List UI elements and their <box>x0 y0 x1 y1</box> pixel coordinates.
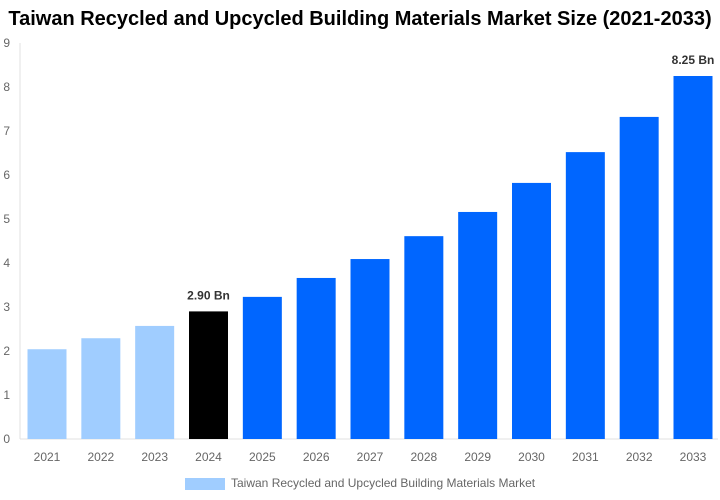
y-tick-label: 1 <box>3 388 10 402</box>
bar <box>189 311 228 439</box>
bar <box>81 338 121 439</box>
y-tick-label: 6 <box>3 168 10 182</box>
bar <box>619 116 659 440</box>
y-tick-label: 2 <box>3 344 10 358</box>
bar <box>296 277 336 439</box>
x-tick-label: 2027 <box>357 450 384 464</box>
bar <box>27 349 67 439</box>
x-tick-label: 2030 <box>518 450 545 464</box>
bar <box>350 259 390 439</box>
bar <box>458 211 498 439</box>
chart-title: Taiwan Recycled and Upcycled Building Ma… <box>8 8 712 30</box>
x-tick-label: 2026 <box>303 450 330 464</box>
y-tick-label: 0 <box>3 432 10 446</box>
x-tick-label: 2032 <box>626 450 653 464</box>
y-tick-label: 9 <box>3 36 10 50</box>
bar <box>242 296 282 439</box>
y-tick-label: 3 <box>3 300 10 314</box>
y-tick-label: 4 <box>3 256 10 270</box>
data-label: 2.90 Bn <box>187 288 230 302</box>
x-tick-label: 2023 <box>141 450 168 464</box>
legend-label: Taiwan Recycled and Upcycled Building Ma… <box>231 476 536 490</box>
x-tick-label: 2021 <box>34 450 61 464</box>
x-tick-label: 2033 <box>680 450 707 464</box>
y-tick-label: 8 <box>3 80 10 94</box>
y-tick-label: 5 <box>3 212 10 226</box>
x-tick-label: 2029 <box>464 450 491 464</box>
x-tick-label: 2025 <box>249 450 276 464</box>
bar <box>512 182 551 440</box>
bar <box>673 76 713 439</box>
x-tick-label: 2028 <box>410 450 437 464</box>
bar <box>565 152 605 439</box>
x-tick-label: 2022 <box>87 450 114 464</box>
data-label: 8.25 Bn <box>672 53 715 67</box>
bar <box>135 325 175 439</box>
x-tick-label: 2031 <box>572 450 599 464</box>
legend-swatch <box>185 478 225 490</box>
y-tick-label: 7 <box>3 124 10 138</box>
x-tick-label: 2024 <box>195 450 222 464</box>
bar <box>404 236 444 439</box>
